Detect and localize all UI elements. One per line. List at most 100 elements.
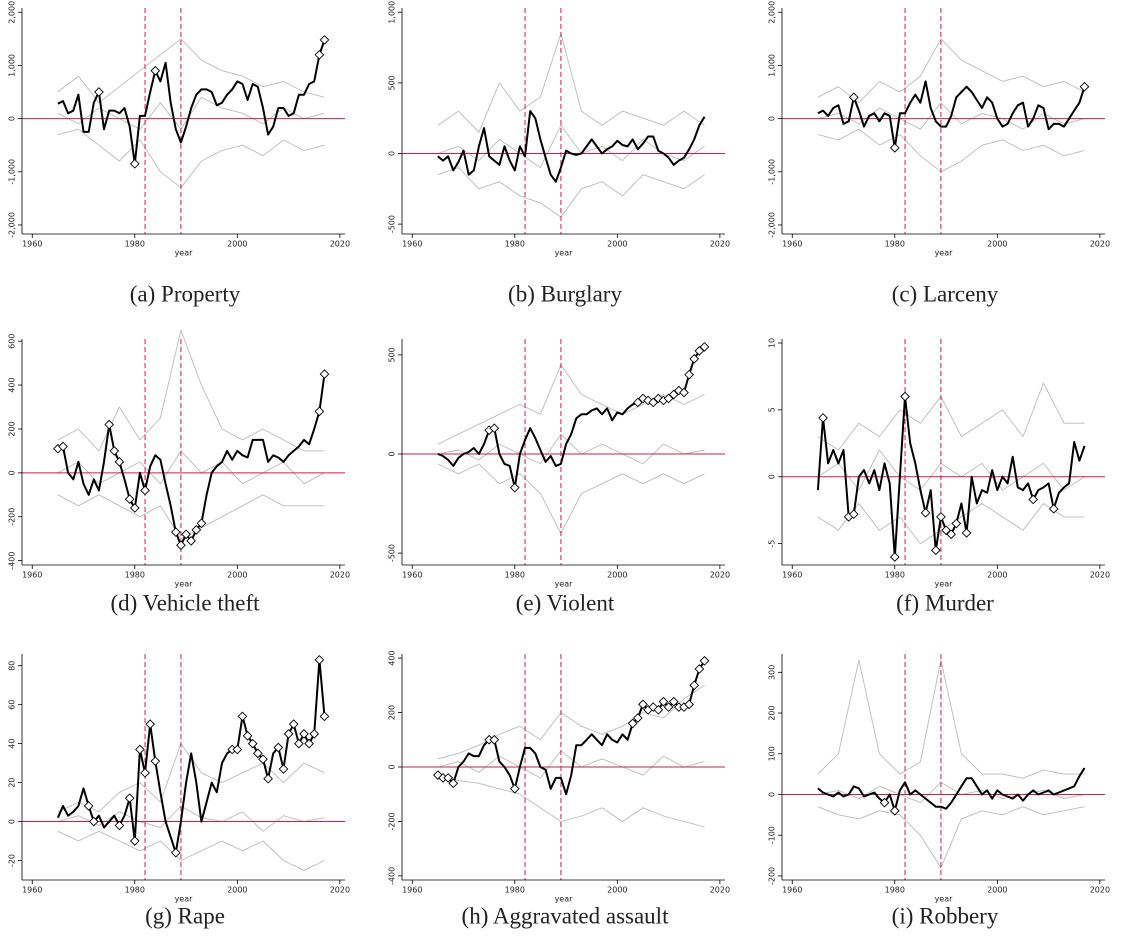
y-tick-label: 500 bbox=[388, 75, 397, 90]
y-tick-label: -5 bbox=[768, 540, 777, 548]
marker bbox=[889, 805, 900, 816]
caption: (c) Larceny bbox=[892, 281, 999, 306]
marker bbox=[946, 529, 957, 540]
series-line bbox=[57, 830, 325, 871]
marker bbox=[258, 754, 268, 765]
marker bbox=[294, 738, 304, 749]
caption: (b) Burglary bbox=[508, 281, 622, 306]
series-line bbox=[817, 38, 1085, 104]
marker bbox=[196, 518, 207, 529]
series-line bbox=[57, 128, 325, 189]
marker bbox=[145, 719, 156, 729]
marker bbox=[489, 423, 500, 434]
y-tick-label: 0 bbox=[388, 151, 397, 156]
marker bbox=[879, 797, 890, 808]
panel: -500 0 500 1960 1980 2000 2020 year(e) Violent bbox=[388, 339, 730, 615]
y-tick-label: -20 bbox=[8, 854, 17, 867]
marker bbox=[309, 729, 320, 739]
marker bbox=[242, 730, 253, 741]
x-tick-label: 1960 bbox=[402, 571, 422, 580]
marker bbox=[433, 770, 443, 781]
marker bbox=[94, 87, 104, 97]
marker bbox=[253, 748, 263, 759]
marker bbox=[124, 494, 135, 505]
marker bbox=[299, 729, 309, 739]
y-tick-label: 500 bbox=[388, 347, 397, 362]
panel: -2,000 -1,000 0 1,000 2,000 1960 1980 2000 2020 y… bbox=[768, 1, 1111, 306]
marker bbox=[658, 696, 669, 707]
marker bbox=[124, 793, 135, 804]
series-line bbox=[817, 806, 1085, 869]
series-line bbox=[437, 774, 705, 828]
marker bbox=[684, 699, 694, 710]
y-tick-label: -1,000 bbox=[8, 159, 17, 185]
y-tick-label: -400 bbox=[388, 867, 397, 885]
series-line bbox=[57, 329, 325, 452]
y-tick-label: 0 bbox=[768, 792, 777, 797]
marker bbox=[1028, 494, 1039, 505]
marker bbox=[961, 528, 972, 538]
marker bbox=[150, 65, 161, 76]
marker bbox=[920, 508, 931, 518]
marker bbox=[699, 342, 710, 352]
marker bbox=[83, 801, 94, 811]
marker bbox=[653, 393, 664, 404]
x-tick-label: 2000 bbox=[987, 571, 1007, 580]
x-tick-label: 2000 bbox=[227, 886, 247, 895]
x-tick-label: 2000 bbox=[607, 571, 627, 580]
marker bbox=[314, 49, 325, 60]
marker bbox=[848, 509, 859, 520]
marker bbox=[129, 158, 140, 169]
marker bbox=[129, 836, 140, 846]
x-tick-label: 1960 bbox=[22, 240, 42, 249]
x-tick-label: 1980 bbox=[505, 571, 525, 580]
y-tick-label: 1,000 bbox=[8, 54, 17, 77]
marker bbox=[936, 512, 946, 522]
series-line bbox=[57, 39, 326, 165]
marker bbox=[114, 457, 125, 467]
series-line bbox=[817, 449, 1085, 491]
marker bbox=[319, 711, 330, 722]
marker bbox=[135, 744, 145, 755]
marker bbox=[694, 346, 705, 356]
marker bbox=[186, 536, 197, 546]
x-tick-label: 1980 bbox=[505, 886, 525, 895]
marker bbox=[900, 391, 910, 402]
marker bbox=[191, 525, 202, 535]
marker bbox=[889, 143, 900, 153]
marker bbox=[1079, 81, 1090, 92]
marker bbox=[930, 545, 941, 556]
marker bbox=[679, 387, 689, 398]
y-tick-label: 100 bbox=[768, 746, 777, 761]
y-tick-label: 1,000 bbox=[388, 1, 397, 24]
marker bbox=[273, 742, 284, 753]
series-line bbox=[437, 684, 705, 760]
marker bbox=[181, 529, 191, 540]
caption: (g) Rape bbox=[145, 903, 225, 928]
x-tick-label: 1980 bbox=[885, 886, 905, 895]
marker bbox=[648, 397, 659, 408]
marker bbox=[109, 446, 120, 456]
marker bbox=[176, 540, 186, 551]
marker bbox=[653, 704, 664, 715]
panel: -400 -200 0 200 400 1960 1980 2000 2020 year(h) A… bbox=[388, 650, 731, 928]
x-tick-label: 2000 bbox=[607, 886, 627, 895]
y-tick-label: 0 bbox=[8, 819, 17, 824]
marker bbox=[170, 847, 181, 858]
y-tick-label: 2,000 bbox=[8, 1, 17, 24]
x-tick-label: 2020 bbox=[710, 240, 730, 249]
x-tick-label: 2020 bbox=[330, 886, 350, 895]
marker bbox=[278, 764, 289, 774]
y-tick-label: -500 bbox=[388, 544, 397, 562]
series-line bbox=[437, 167, 705, 218]
series-line bbox=[437, 32, 705, 133]
marker bbox=[951, 518, 962, 529]
series-line bbox=[437, 110, 706, 183]
marker bbox=[694, 664, 705, 674]
y-tick-label: -200 bbox=[388, 812, 397, 830]
x-axis-label: year bbox=[935, 249, 954, 258]
series-line bbox=[817, 503, 1085, 545]
marker bbox=[818, 413, 828, 423]
